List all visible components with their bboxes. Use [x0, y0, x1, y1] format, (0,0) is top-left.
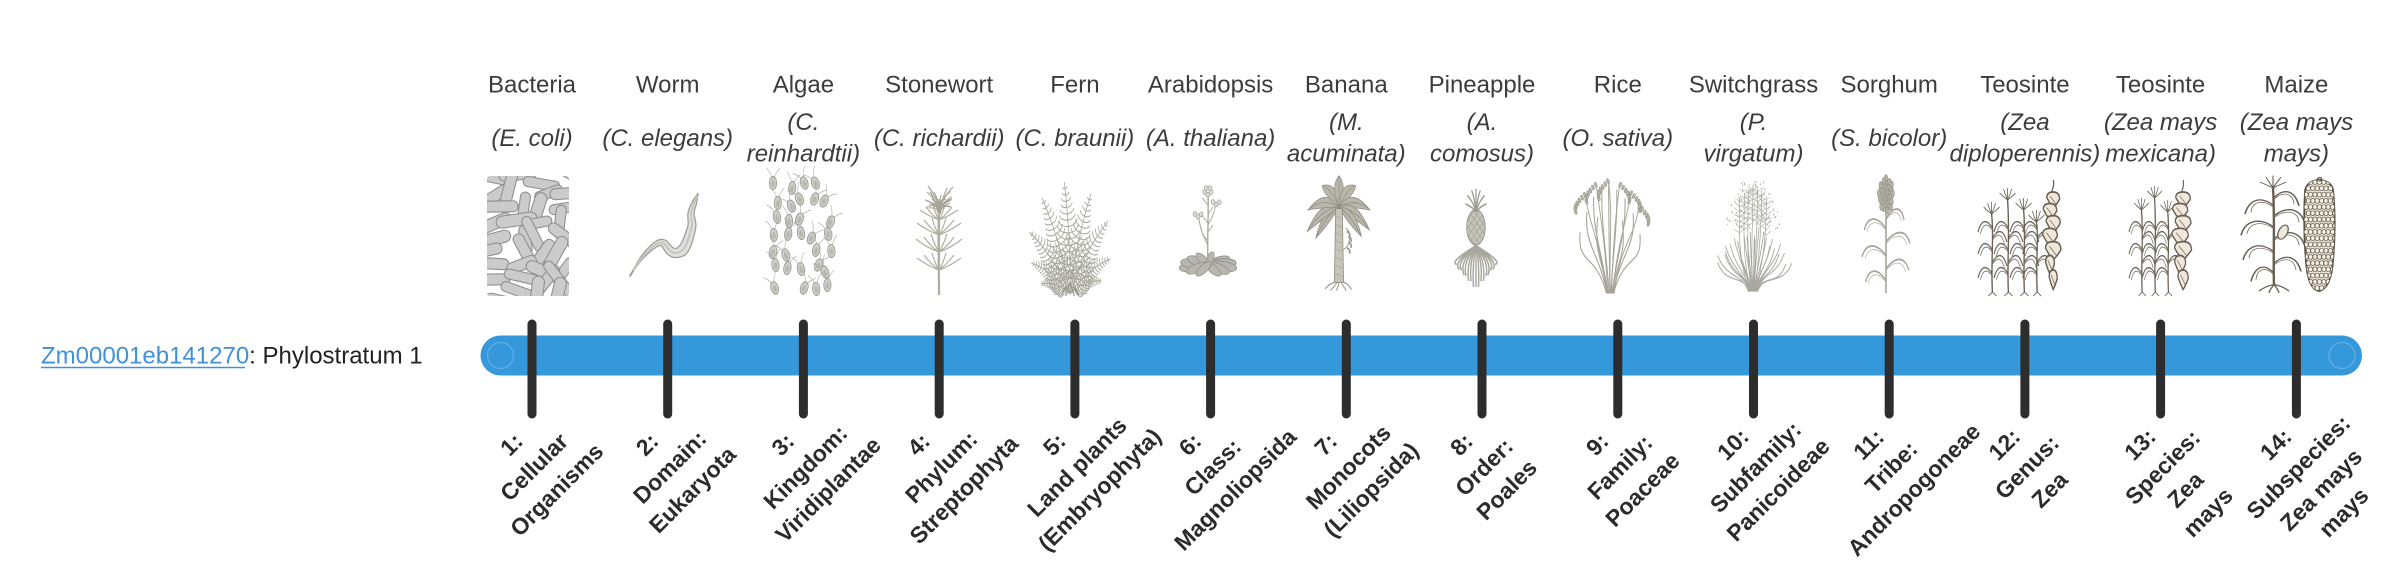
svg-text:Fern: Fern [1050, 72, 1099, 99]
svg-text:(S. bicolor): (S. bicolor) [1831, 125, 1947, 152]
svg-text:mexicana): mexicana) [2105, 141, 2216, 168]
svg-text:Algae: Algae [773, 72, 834, 99]
svg-text:(C. richardii): (C. richardii) [874, 125, 1005, 152]
svg-text:(Zea: (Zea [2000, 109, 2049, 136]
svg-text:Rice: Rice [1594, 72, 1642, 99]
svg-text:reinhardtii): reinhardtii) [747, 141, 860, 168]
svg-text:comosus): comosus) [1430, 141, 1534, 168]
svg-text:(P.: (P. [1740, 109, 1768, 136]
svg-text:(C.: (C. [787, 109, 819, 136]
svg-text:(A.: (A. [1467, 109, 1498, 136]
svg-text:virgatum): virgatum) [1703, 141, 1803, 168]
svg-text:Sorghum: Sorghum [1841, 72, 1938, 99]
svg-text:(E. coli): (E. coli) [491, 125, 572, 152]
svg-text:(M.: (M. [1329, 109, 1364, 136]
svg-text:Worm: Worm [636, 72, 700, 99]
svg-text:(O. sativa): (O. sativa) [1562, 125, 1673, 152]
svg-text:Zm00001eb141270: Phylostratum: Zm00001eb141270: Phylostratum 1 [41, 343, 423, 370]
svg-text:Pineapple: Pineapple [1429, 72, 1536, 99]
svg-text:Banana: Banana [1305, 72, 1388, 99]
svg-text:Bacteria: Bacteria [488, 72, 577, 99]
svg-text:(Zea mays: (Zea mays [2104, 109, 2217, 136]
svg-text:mays): mays) [2264, 141, 2329, 168]
svg-text:Teosinte: Teosinte [1980, 72, 2069, 99]
svg-text:diploperennis): diploperennis) [1950, 141, 2101, 168]
svg-text:(C. elegans): (C. elegans) [602, 125, 733, 152]
svg-text:acuminata): acuminata) [1287, 141, 1406, 168]
svg-text:(A. thaliana): (A. thaliana) [1146, 125, 1275, 152]
svg-text:(C. braunii): (C. braunii) [1016, 125, 1135, 152]
svg-text:Switchgrass: Switchgrass [1689, 72, 1818, 99]
svg-text:Arabidopsis: Arabidopsis [1148, 72, 1273, 99]
svg-text:Stonewort: Stonewort [885, 72, 993, 99]
svg-text:Teosinte: Teosinte [2116, 72, 2205, 99]
svg-text:(Zea mays: (Zea mays [2240, 109, 2353, 136]
svg-text:Maize: Maize [2264, 72, 2328, 99]
